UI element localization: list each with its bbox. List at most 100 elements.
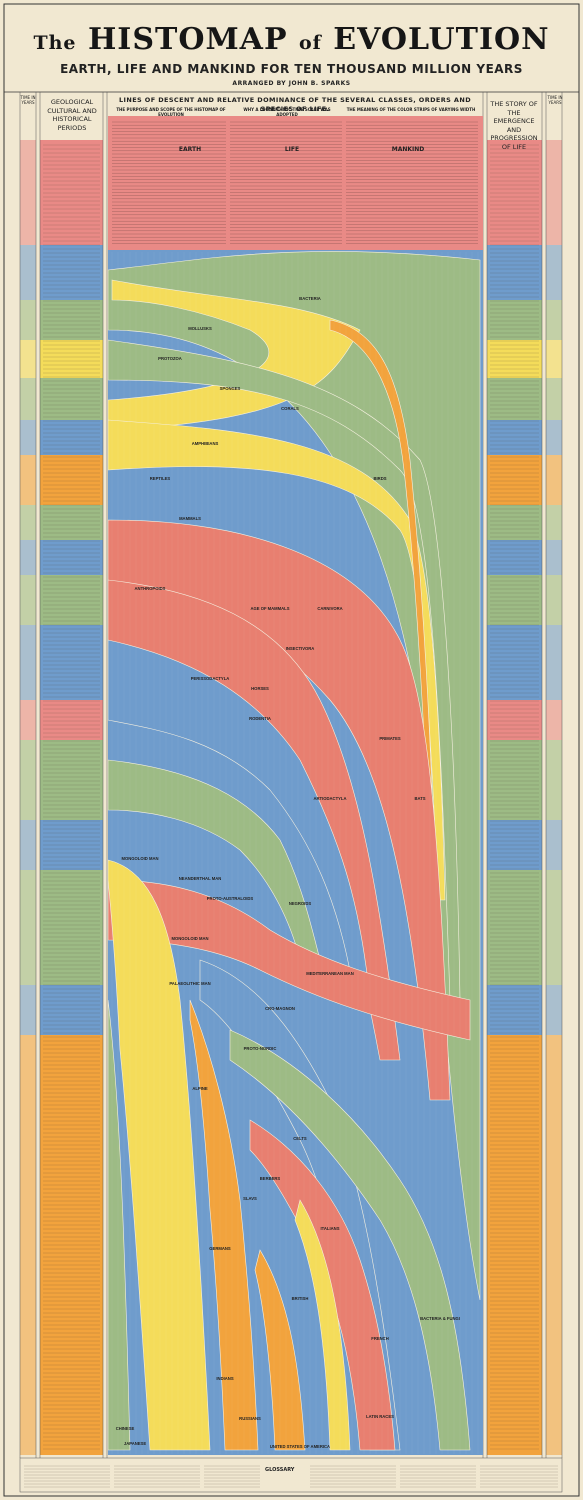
stream-label: CELTS — [293, 1136, 307, 1141]
stream-label: AGE OF MAMMALS — [250, 606, 289, 611]
left-period-band — [40, 985, 103, 1035]
right-time-band — [546, 1130, 562, 1200]
title-of: of — [298, 32, 322, 54]
left-period-band — [40, 340, 103, 378]
stream-label: BERBERS — [260, 1176, 281, 1181]
right-story-band — [487, 700, 542, 740]
left-period-band — [40, 780, 103, 820]
right-story-band — [487, 378, 542, 420]
title-evolution: EVOLUTION — [333, 22, 550, 57]
stream-label: PROTO-NORDIC — [244, 1046, 277, 1051]
right-time-band — [546, 455, 562, 505]
left-time-band — [20, 1380, 36, 1455]
title-histomap: HISTOMAP — [87, 22, 288, 57]
stream-label: ITALIANS — [321, 1226, 340, 1231]
stream-label: CORALS — [281, 406, 299, 411]
right-time-band — [546, 1380, 562, 1455]
intro-head-color-strips: THE MEANING OF THE COLOR STRIPS OF VARYI… — [346, 107, 476, 112]
poster-frame — [3, 3, 580, 1497]
left-period-band — [40, 1035, 103, 1130]
left-period-band — [40, 700, 103, 740]
left-time-band — [20, 245, 36, 300]
stream-label: CRO-MAGNON — [265, 1006, 295, 1011]
stream-label: INDIANS — [216, 1376, 233, 1381]
right-story-band — [487, 245, 542, 300]
right-time-band — [546, 420, 562, 455]
right-time-band — [546, 985, 562, 1035]
stream-label: UNITED STATES OF AMERICA — [270, 1444, 330, 1449]
stream-label: MONGOLOID MAN — [122, 856, 159, 861]
stream-label: ANTHROPOIDS — [135, 586, 166, 591]
left-period-band — [40, 140, 103, 245]
right-time-band — [546, 780, 562, 820]
left-period-band — [40, 575, 103, 625]
right-time-band — [546, 625, 562, 700]
stream-label: SLAVS — [243, 1196, 257, 1201]
right-time-band — [546, 300, 562, 340]
left-period-band — [40, 820, 103, 870]
stream-label: PALAEOLITHIC MAN — [169, 981, 210, 986]
stream-label: PROTO-AUSTRALOIDS — [207, 896, 254, 901]
stream-band — [107, 879, 471, 1041]
right-time-band — [546, 140, 562, 245]
right-story-band — [487, 780, 542, 820]
stream-band — [294, 1199, 351, 1451]
left-time-band — [20, 1035, 36, 1130]
left-time-band — [20, 870, 36, 925]
right-story-band — [487, 625, 542, 700]
left-period-band — [40, 1200, 103, 1300]
poster-title: The HISTOMAP of EVOLUTION — [0, 22, 583, 57]
left-time-band — [20, 340, 36, 378]
left-period-band — [40, 505, 103, 540]
right-time-band — [546, 1035, 562, 1130]
left-time-band — [20, 540, 36, 575]
geological-periods-header: GEOLOGICAL CULTURAL AND HISTORICAL PERIO… — [47, 98, 97, 132]
left-time-band — [20, 625, 36, 700]
stream-band — [189, 999, 259, 1451]
right-story-band — [487, 505, 542, 540]
stream-label: JAPANESE — [124, 1441, 146, 1446]
age-earth: EARTH — [178, 146, 202, 153]
story-header: THE STORY OF THE EMERGENCE AND PROGRESSI… — [490, 100, 538, 151]
left-time-band — [20, 820, 36, 870]
stream-band — [229, 1029, 471, 1451]
left-period-band — [40, 740, 103, 780]
stream-label: NEGROIDS — [289, 901, 312, 906]
stream-label: BATS — [414, 796, 425, 801]
left-period-band — [40, 1380, 103, 1455]
intro-head-purpose: THE PURPOSE AND SCOPE OF THE HISTOMAP OF… — [116, 107, 226, 117]
left-period-band — [40, 300, 103, 340]
left-period-band — [40, 455, 103, 505]
left-period-band — [40, 420, 103, 455]
right-story-band — [487, 1035, 542, 1130]
right-story-band — [487, 925, 542, 985]
left-time-band — [20, 1300, 36, 1380]
right-story-band — [487, 540, 542, 575]
right-story-band — [487, 870, 542, 925]
right-story-band — [487, 740, 542, 780]
left-time-band — [20, 575, 36, 625]
stream-label: NEANDERTHAL MAN — [179, 876, 222, 881]
stream-label: PROTOZOA — [158, 356, 182, 361]
title-prefix: The — [33, 32, 77, 54]
lines-of-descent-header: LINES OF DESCENT AND RELATIVE DOMINANCE … — [119, 96, 471, 113]
stream-label: BRITISH — [292, 1296, 309, 1301]
right-story-band — [487, 300, 542, 340]
stream-label: INSECTIVORA — [286, 646, 315, 651]
poster-subtitle: EARTH, LIFE AND MANKIND FOR TEN THOUSAND… — [60, 62, 523, 76]
right-time-band — [546, 740, 562, 780]
right-time-band — [546, 575, 562, 625]
left-time-band — [20, 140, 36, 245]
left-time-band — [20, 455, 36, 505]
stream-band — [254, 1249, 306, 1451]
stream-label: REPTILES — [150, 476, 171, 481]
age-life: LIFE — [284, 146, 300, 153]
stream-label: BACTERIA — [299, 296, 321, 301]
stream-label: MONGOLOID MAN — [172, 936, 209, 941]
stream-label: PERISSODACTYLA — [191, 676, 230, 681]
right-story-band — [487, 1300, 542, 1380]
right-story-band — [487, 820, 542, 870]
right-time-header: TIME IN YEARS — [547, 95, 563, 105]
poster-byline: ARRANGED BY JOHN B. SPARKS — [232, 80, 351, 87]
